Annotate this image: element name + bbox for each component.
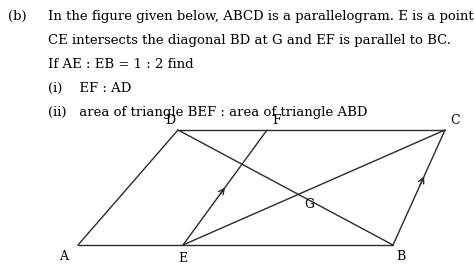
Text: CE intersects the diagonal BD at G and EF is parallel to BC.: CE intersects the diagonal BD at G and E… (48, 34, 451, 47)
Text: E: E (178, 252, 188, 265)
Text: F: F (272, 114, 281, 127)
Text: If AE : EB = 1 : 2 find: If AE : EB = 1 : 2 find (48, 58, 193, 71)
Text: G: G (304, 198, 314, 211)
Text: (ii)   area of triangle BEF : area of triangle ABD: (ii) area of triangle BEF : area of tria… (48, 106, 367, 119)
Text: C: C (450, 114, 460, 127)
Text: (b): (b) (8, 10, 27, 23)
Text: A: A (59, 250, 68, 263)
Text: In the figure given below, ABCD is a parallelogram. E is a point on A: In the figure given below, ABCD is a par… (48, 10, 474, 23)
Text: B: B (396, 250, 405, 263)
Text: D: D (165, 114, 175, 127)
Text: (i)    EF : AD: (i) EF : AD (48, 82, 131, 95)
